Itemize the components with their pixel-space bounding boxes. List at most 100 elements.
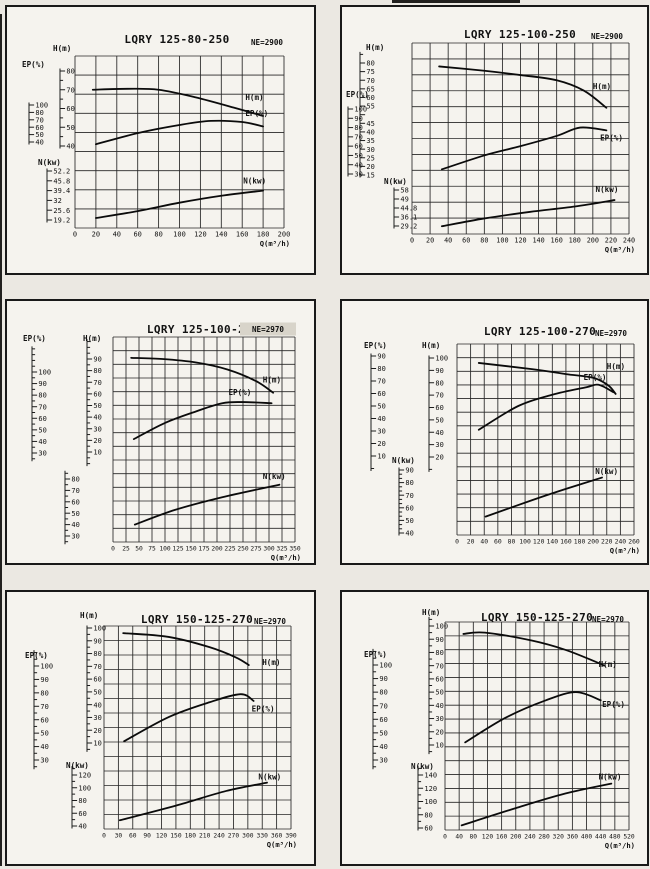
ruler-tick-label: 40 xyxy=(354,161,362,169)
ruler-tick-label: 36.1 xyxy=(400,214,417,222)
ruler-tick-label: 90 xyxy=(435,636,443,644)
ruler-tick-label: 40 xyxy=(405,530,413,538)
x-tick-label: 330 xyxy=(257,833,269,840)
ruler-tick-label: 30 xyxy=(71,533,79,541)
ruler-tick-label: 60 xyxy=(40,716,48,724)
ruler-tick-label: 80 xyxy=(93,367,101,375)
x-tick-label: 20 xyxy=(92,231,100,239)
x-tick-label: 90 xyxy=(143,833,151,840)
axis-name-ep: EP(%) xyxy=(23,334,46,343)
x-tick-label: 0 xyxy=(443,834,447,841)
x-tick-label: 200 xyxy=(587,538,599,546)
ruler-tick-label: 100 xyxy=(424,798,437,806)
x-tick-label: 200 xyxy=(211,546,223,553)
power-curve-label: N(kw) xyxy=(596,185,619,194)
ruler-tick-label: 60 xyxy=(78,810,86,818)
axis-name-n: N(kw) xyxy=(392,456,415,465)
ruler-tick-label: 39.4 xyxy=(53,187,70,195)
x-tick-label: 120 xyxy=(482,834,494,841)
chart-canvas: LQRY 125-100-250 NE=2900 0 20 40 60 80 100 120 14… xyxy=(346,28,635,254)
chart-title: LQRY 150-125-270 xyxy=(141,613,253,626)
axis-name-h: H(m) xyxy=(53,44,71,53)
x-tick-label: 225 xyxy=(224,546,236,553)
ruler-tick-label: 80 xyxy=(405,479,413,487)
ruler-tick-label: 20 xyxy=(435,728,443,736)
ruler-tick-label: 70 xyxy=(93,379,101,387)
ruler-tick-label: 25 xyxy=(366,154,374,162)
head-curve-label: H(m) xyxy=(607,362,625,371)
ruler-tick-label: 50 xyxy=(66,124,74,132)
head-curve-label: H(m) xyxy=(245,93,263,102)
ruler-tick-label: 100 xyxy=(379,662,392,670)
ruler-tick-label: 70 xyxy=(40,703,48,711)
ruler-tick-label: 30 xyxy=(435,715,443,723)
x-tick-label: 320 xyxy=(553,834,565,841)
ruler-tick-label: 80 xyxy=(78,797,86,805)
x-tick-label: 120 xyxy=(156,833,168,840)
axis-name-n: N(kw) xyxy=(66,761,89,770)
ruler-tick-label: 80 xyxy=(66,68,74,76)
power-curve-label: N(kw) xyxy=(263,472,286,481)
ruler-tick-label: 100 xyxy=(40,663,53,671)
ruler-tick-label: 90 xyxy=(93,356,101,364)
ruler-tick-label: 100 xyxy=(435,623,448,631)
axis-name-ep: EP(%) xyxy=(364,341,387,350)
ruler-tick-label: 40 xyxy=(379,743,387,751)
pump-chart-lqry-150-125-270-b: LQRY 150-125-270 NE=2970 0 40 80 120 160 200 240… xyxy=(340,590,649,866)
ruler-tick-label: 70 xyxy=(93,663,101,671)
x-tick-label: 240 xyxy=(623,237,635,245)
x-tick-label: 60 xyxy=(133,231,141,239)
x-tick-label: 100 xyxy=(173,231,186,239)
efficiency-curve xyxy=(477,383,615,431)
ruler-tick-label: 40 xyxy=(66,143,74,151)
ruler-tick-label: 65 xyxy=(366,85,374,93)
chart-title: LQRY 125-100-270 xyxy=(484,325,596,338)
ruler-tick-label: 20 xyxy=(366,163,374,171)
scan-edge-artifact xyxy=(392,0,520,3)
x-tick-label: 40 xyxy=(480,538,488,546)
x-tick-label: 200 xyxy=(278,231,291,239)
ruler-tick-label: 50 xyxy=(354,152,362,160)
x-tick-label: 180 xyxy=(574,538,586,546)
motor-speed-label: NE=2900 xyxy=(251,38,283,47)
ruler-tick-label: 70 xyxy=(354,133,362,141)
chart-title: LQRY 150-125-270 xyxy=(481,611,593,624)
axis-name-h: H(m) xyxy=(83,334,101,343)
ruler-tick-label: 40 xyxy=(78,823,86,831)
power-curve xyxy=(484,476,603,518)
axis-name-ep: EP(%) xyxy=(346,90,369,99)
power-curve-label: N(kw) xyxy=(599,773,622,782)
x-axis-unit-label: Q(m³/h) xyxy=(605,841,635,850)
x-tick-label: 140 xyxy=(532,237,544,245)
x-tick-label: 360 xyxy=(271,833,283,840)
ruler-tick-label: 60 xyxy=(71,498,79,506)
ruler-tick-label: 30 xyxy=(435,441,443,449)
x-tick-label: 0 xyxy=(410,237,414,245)
x-tick-label: 30 xyxy=(115,833,123,840)
x-tick-label: 40 xyxy=(444,237,452,245)
ruler-tick-label: 25.6 xyxy=(53,207,70,215)
ruler-tick-label: 50 xyxy=(435,416,443,424)
axis-name-n: N(kw) xyxy=(38,158,61,167)
ruler-tick-label: 80 xyxy=(379,689,387,697)
ruler-tick-label: 15 xyxy=(366,172,374,180)
ruler-tick-label: 70 xyxy=(35,116,43,124)
pump-chart-lqry-125-100-250: LQRY 125-100-250 NE=2900 0 20 40 60 80 100 120 14… xyxy=(340,5,649,275)
ruler-tick-label: 60 xyxy=(435,675,443,683)
ruler-tick-label: 30 xyxy=(366,146,374,154)
ruler-tick-label: 50 xyxy=(377,403,385,411)
ruler-tick-label: 58 xyxy=(400,187,408,195)
x-tick-label: 0 xyxy=(455,538,459,546)
ruler-tick-label: 90 xyxy=(38,380,46,388)
ruler-tick-label: 140 xyxy=(424,772,437,780)
x-tick-label: 40 xyxy=(113,231,121,239)
ruler-tick-label: 80 xyxy=(354,124,362,132)
x-tick-label: 240 xyxy=(615,538,627,546)
x-tick-label: 390 xyxy=(285,833,297,840)
ruler-tick-label: 80 xyxy=(435,379,443,387)
